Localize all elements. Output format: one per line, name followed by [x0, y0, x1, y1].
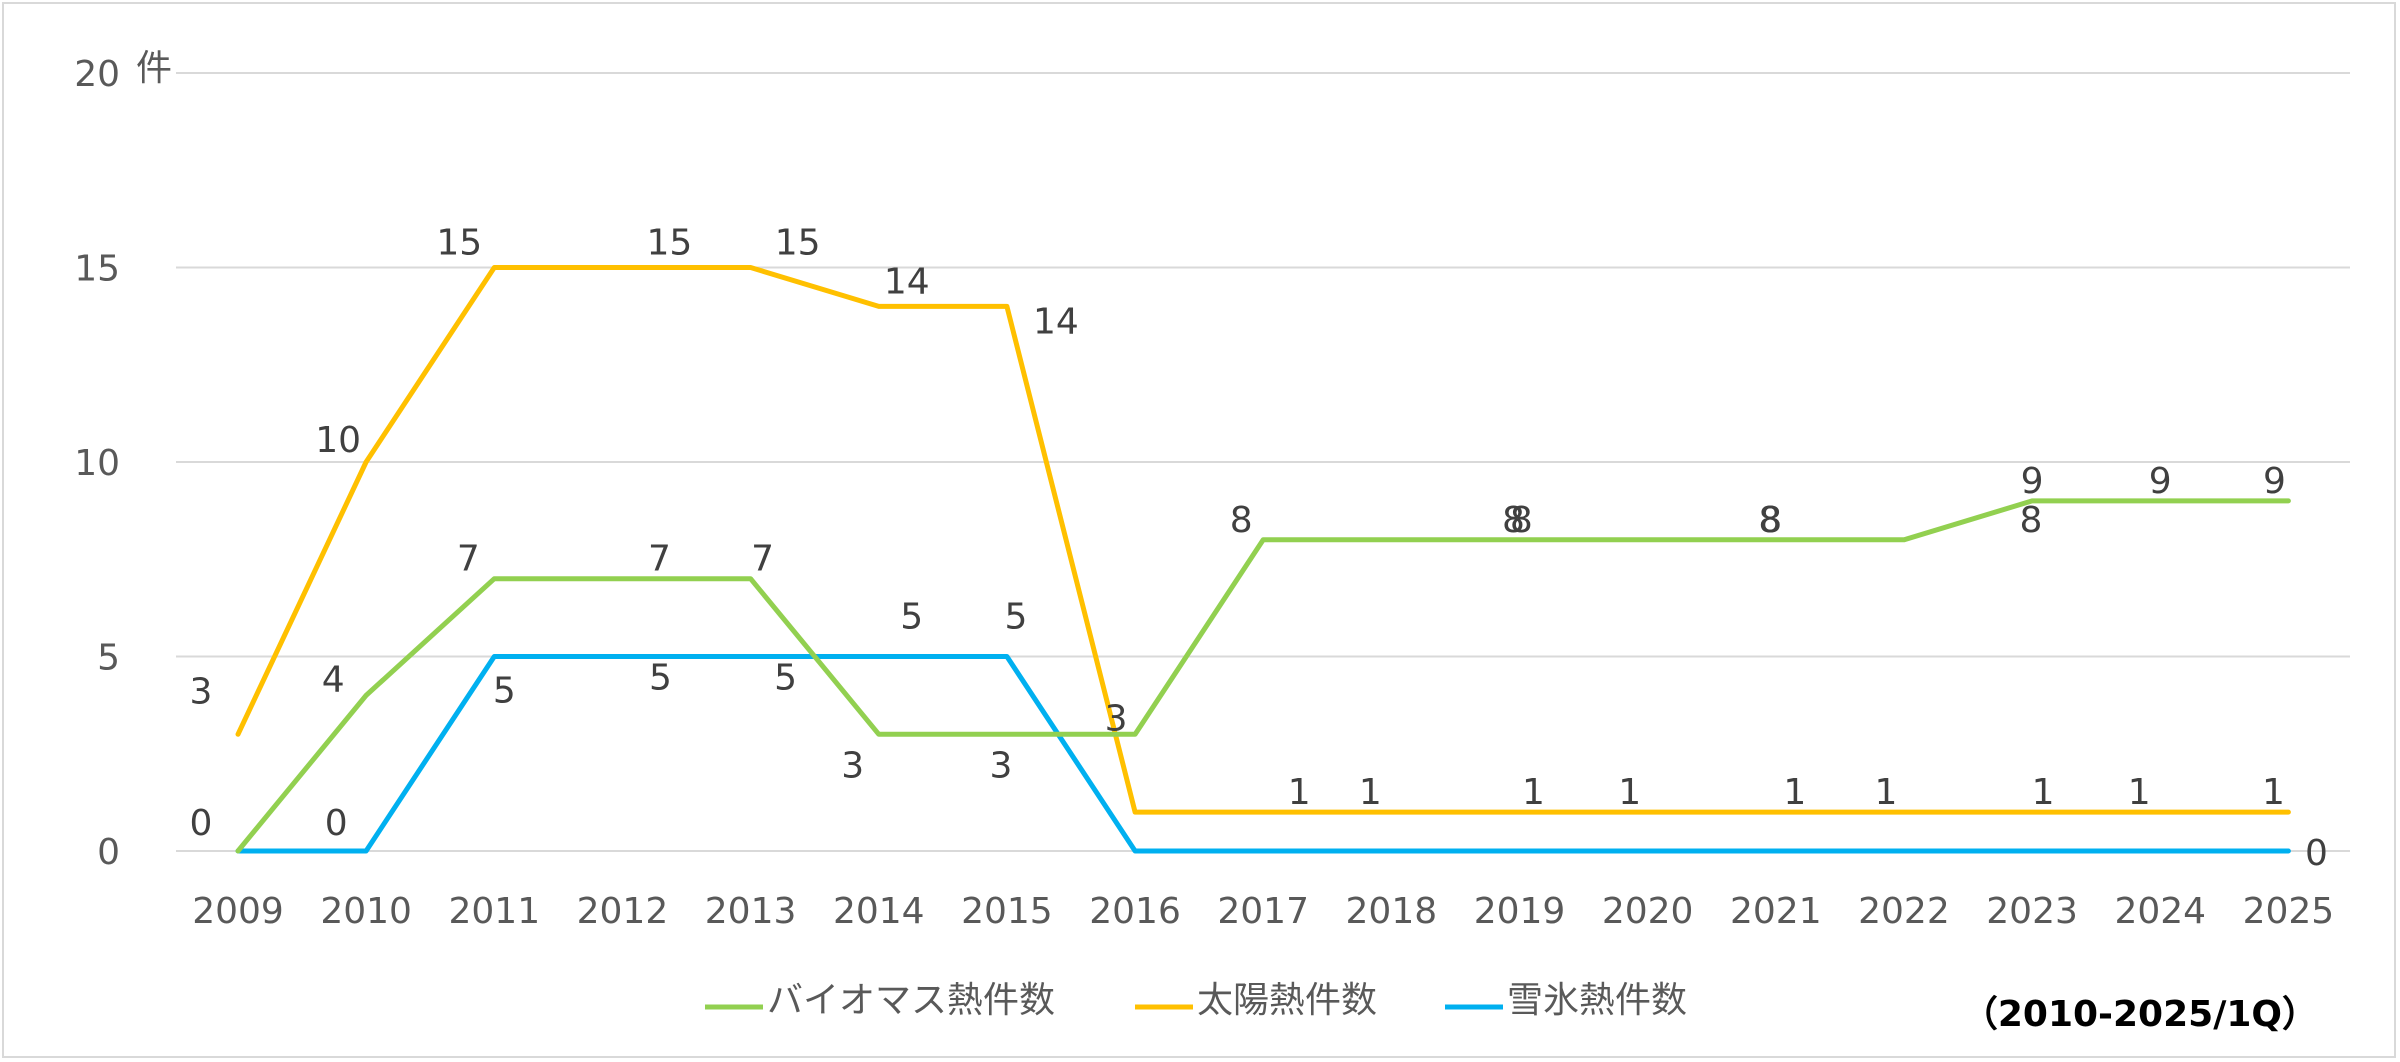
data-label: 10 — [315, 420, 361, 461]
data-label: 8 — [1502, 500, 1525, 541]
data-label: 1 — [1359, 772, 1382, 813]
x-tick-label: 2012 — [577, 891, 669, 932]
data-label: 4 — [322, 659, 345, 700]
data-label: 15 — [775, 223, 821, 264]
data-label: 9 — [2021, 461, 2044, 502]
data-label: 1 — [1874, 772, 1897, 813]
series-line — [235, 265, 2291, 815]
data-label: 14 — [1033, 301, 1079, 342]
y-unit-label: 件 — [136, 48, 172, 89]
data-label: 8 — [1759, 500, 1782, 541]
data-label: 15 — [647, 223, 693, 264]
data-label: 7 — [648, 539, 671, 580]
y-tick-label: 5 — [97, 638, 120, 679]
data-label: 9 — [2263, 461, 2286, 502]
data-label: 1 — [2262, 772, 2285, 813]
x-tick-label: 2018 — [1346, 891, 1438, 932]
legend-label: 太陽熱件数 — [1197, 980, 1377, 1021]
data-label: 0 — [2305, 833, 2328, 874]
data-label: 1 — [2128, 772, 2151, 813]
x-tick-label: 2023 — [1986, 891, 2078, 932]
data-label: 5 — [493, 671, 516, 712]
data-label: 8 — [1758, 500, 1781, 541]
data-label: 1 — [1618, 772, 1641, 813]
data-label: 8 — [1230, 500, 1253, 541]
y-tick-label: 0 — [97, 832, 120, 873]
x-tick-label: 2010 — [320, 891, 412, 932]
data-label: 5 — [900, 597, 923, 638]
x-tick-label: 2013 — [705, 891, 797, 932]
x-tick-label: 2024 — [2114, 891, 2206, 932]
x-tick-label: 2020 — [1602, 891, 1694, 932]
data-label: 5 — [774, 658, 797, 699]
x-tick-label: 2022 — [1858, 891, 1950, 932]
y-tick-label: 15 — [74, 249, 120, 290]
data-label: 3 — [190, 671, 213, 712]
data-label: 7 — [457, 539, 480, 580]
x-axis: 2009 2010 2011 2012 2013 2014 2015 2016 2017 2018… — [192, 891, 2334, 932]
data-label: 14 — [884, 261, 930, 302]
period-note: （2010-2025/1Q） — [1962, 994, 2318, 1035]
data-label: 0 — [325, 803, 348, 844]
x-tick-label: 2009 — [192, 891, 284, 932]
legend-label: バイオマス熱件数 — [767, 980, 1055, 1021]
data-label: 1 — [1522, 772, 1545, 813]
data-label: 5 — [649, 658, 672, 699]
data-label: 5 — [1004, 597, 1027, 638]
data-label: 1 — [1288, 772, 1311, 813]
x-tick-label: 2019 — [1474, 891, 1566, 932]
y-axis: 0 5 10 15 20 件 — [74, 48, 172, 873]
data-label: 0 — [190, 803, 213, 844]
x-tick-label: 2014 — [833, 891, 925, 932]
data-label: 7 — [751, 539, 774, 580]
x-tick-label: 2021 — [1730, 891, 1822, 932]
data-label: 1 — [1783, 772, 1806, 813]
x-tick-label: 2011 — [448, 891, 540, 932]
y-tick-label: 20 — [74, 54, 120, 95]
data-label: 3 — [841, 745, 864, 786]
data-label: 3 — [1105, 698, 1128, 739]
y-tick-label: 10 — [74, 443, 120, 484]
series-line — [235, 654, 2291, 854]
data-label: 8 — [2019, 500, 2042, 541]
series-lines — [235, 265, 2291, 854]
x-tick-label: 2015 — [961, 891, 1053, 932]
data-label: 1 — [2032, 772, 2055, 813]
legend: バイオマス熱件数 太陽熱件数 雪氷熱件数 — [705, 980, 1687, 1021]
series-line — [235, 498, 2291, 854]
x-tick-label: 2016 — [1089, 891, 1181, 932]
data-label: 9 — [2149, 461, 2172, 502]
data-label: 15 — [436, 223, 482, 264]
x-tick-label: 2017 — [1217, 891, 1309, 932]
data-label: 3 — [989, 745, 1012, 786]
data-label: 8 — [1510, 500, 1533, 541]
legend-label: 雪氷熱件数 — [1507, 980, 1687, 1021]
x-tick-label: 2025 — [2243, 891, 2335, 932]
